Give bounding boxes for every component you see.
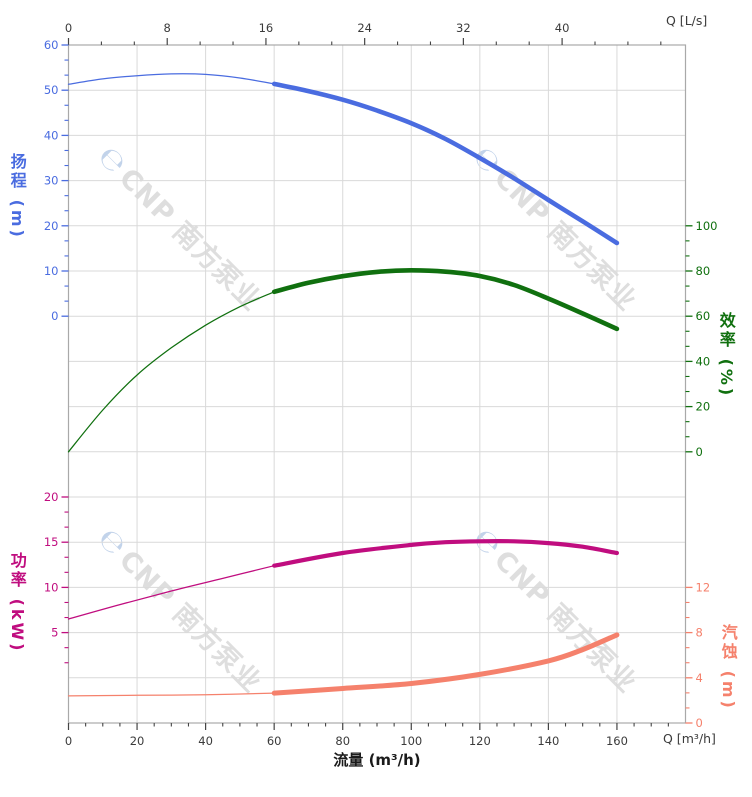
bottom-axis-tick-label: 100 <box>400 734 422 748</box>
power-axis-tick-label: 20 <box>44 490 59 504</box>
efficiency-axis-tick-label: 20 <box>696 400 711 414</box>
top-axis-tick-label: 24 <box>357 21 372 35</box>
top-axis-tick-label: 0 <box>65 21 72 35</box>
head-axis-tick-label: 20 <box>44 219 59 233</box>
efficiency-axis-tick-label: 80 <box>696 264 711 278</box>
head-axis-tick-label: 40 <box>44 128 59 142</box>
power-curve <box>272 539 619 568</box>
power-axis-tick-label: 10 <box>44 580 59 594</box>
head-axis-title: 扬程 (m) <box>7 153 27 240</box>
top-axis-tick-label: 8 <box>164 21 171 35</box>
head-curve <box>271 81 620 246</box>
bottom-axis-tick-label: 40 <box>198 734 213 748</box>
efficiency-curve <box>271 267 620 332</box>
npsh-curve-thin <box>67 692 275 697</box>
head-axis-tick-label: 60 <box>44 38 59 52</box>
head-axis-tick-label: 10 <box>44 264 59 278</box>
efficiency-axis-tick-label: 40 <box>696 354 711 368</box>
bottom-axis-tick-label: 20 <box>130 734 145 748</box>
bottom-axis-tick-label: 80 <box>335 734 350 748</box>
npsh-axis-tick-label: 12 <box>696 580 711 594</box>
bottom-axis-tick-label: 120 <box>469 734 491 748</box>
bottom-axis-tick-label: 0 <box>65 734 72 748</box>
flow-axis-title: 流量 (m³/h) <box>333 751 421 769</box>
efficiency-axis-tick-label: 100 <box>696 219 718 233</box>
efficiency-curve-thin <box>67 291 275 453</box>
top-axis-unit: Q [L/s] <box>666 13 708 28</box>
npsh-axis-tick-label: 4 <box>696 671 703 685</box>
bottom-axis-unit: Q [m³/h] <box>663 731 716 746</box>
head-axis-tick-label: 0 <box>51 309 58 323</box>
efficiency-axis-title: 效率 (%) <box>716 312 736 399</box>
npsh-curve <box>271 632 620 696</box>
efficiency-axis-tick-label: 60 <box>696 309 711 323</box>
power-axis-title: 功率 (kW) <box>7 552 27 654</box>
plot-frame <box>67 44 687 724</box>
top-axis-tick-label: 16 <box>259 21 274 35</box>
head-axis-tick-label: 30 <box>44 174 59 188</box>
npsh-axis-tick-label: 0 <box>696 716 703 730</box>
bottom-axis-tick-label: 160 <box>606 734 628 748</box>
npsh-axis-tick-label: 8 <box>696 626 703 640</box>
top-axis-tick-label: 32 <box>456 21 471 35</box>
head-curve-thin <box>67 73 275 85</box>
bottom-axis-tick-label: 60 <box>267 734 282 748</box>
bottom-axis-tick-label: 140 <box>537 734 559 748</box>
power-axis-tick-label: 15 <box>44 535 59 549</box>
power-axis-tick-label: 5 <box>51 626 58 640</box>
efficiency-axis-tick-label: 0 <box>696 445 703 459</box>
npsh-axis-title: 汽蚀 (m) <box>718 624 738 711</box>
power-curve-thin <box>67 565 275 620</box>
head-axis-tick-label: 50 <box>44 83 59 97</box>
top-axis-tick-label: 40 <box>555 21 570 35</box>
